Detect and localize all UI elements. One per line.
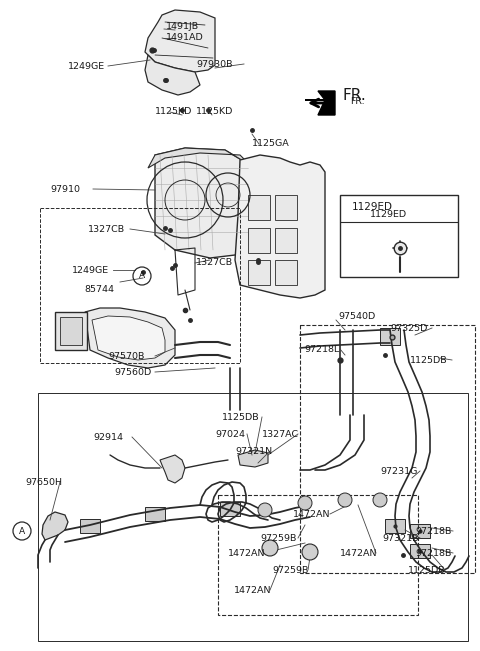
Text: 97910: 97910 (50, 185, 80, 194)
Polygon shape (410, 524, 430, 538)
Bar (38, 393, 468, 641)
Text: 97570B: 97570B (108, 352, 144, 361)
Text: 97321B: 97321B (382, 534, 419, 543)
Text: FR.: FR. (342, 88, 366, 103)
Text: 1327AC: 1327AC (262, 430, 299, 439)
Polygon shape (410, 544, 430, 558)
Bar (340, 195, 458, 277)
Text: 1125KD: 1125KD (196, 107, 233, 116)
Text: FR.: FR. (350, 97, 365, 106)
Text: 1472AN: 1472AN (293, 510, 331, 519)
Bar (300, 325, 475, 573)
Text: 97218B: 97218B (415, 549, 451, 558)
Polygon shape (238, 450, 268, 467)
Text: 97930B: 97930B (196, 60, 232, 69)
Text: A: A (139, 271, 145, 281)
Text: 85744: 85744 (84, 285, 114, 294)
Polygon shape (385, 519, 405, 533)
Polygon shape (145, 55, 200, 95)
Text: 1491AD: 1491AD (166, 33, 204, 42)
Polygon shape (92, 316, 165, 360)
Text: 1472AN: 1472AN (228, 549, 265, 558)
Circle shape (258, 503, 272, 517)
Circle shape (262, 540, 278, 556)
Polygon shape (145, 507, 165, 521)
Polygon shape (148, 148, 250, 168)
Polygon shape (42, 512, 68, 540)
Text: 1327CB: 1327CB (196, 258, 233, 267)
Polygon shape (155, 148, 250, 258)
Circle shape (338, 493, 352, 507)
Text: 1125DB: 1125DB (408, 566, 445, 575)
Bar (275, 195, 297, 220)
Text: 97540D: 97540D (338, 312, 375, 321)
Bar (40, 208, 240, 363)
Text: 1129ED: 1129ED (370, 210, 407, 219)
Circle shape (373, 493, 387, 507)
Text: 1491JB: 1491JB (166, 22, 199, 31)
Circle shape (298, 496, 312, 510)
Text: 97024: 97024 (215, 430, 245, 439)
Text: 1125DB: 1125DB (410, 356, 448, 365)
Text: A: A (19, 527, 25, 536)
Polygon shape (235, 155, 325, 298)
Circle shape (302, 544, 318, 560)
Text: 92914: 92914 (93, 433, 123, 442)
Text: 97560D: 97560D (114, 368, 151, 377)
Text: 1249GE: 1249GE (68, 62, 105, 71)
Text: 1327CB: 1327CB (88, 225, 125, 234)
Text: 1129ED: 1129ED (352, 202, 393, 212)
Text: 97218B: 97218B (415, 527, 451, 536)
Bar (248, 260, 270, 285)
Bar (275, 260, 297, 285)
Polygon shape (305, 91, 335, 115)
Polygon shape (85, 308, 175, 368)
Bar (218, 495, 418, 615)
Text: 1249GE: 1249GE (72, 266, 109, 275)
Text: 97650H: 97650H (25, 478, 62, 487)
Polygon shape (220, 502, 240, 516)
Polygon shape (80, 519, 100, 533)
Text: 97231G: 97231G (380, 467, 418, 476)
Text: 1125GA: 1125GA (252, 139, 290, 148)
Text: 1125KD: 1125KD (155, 107, 192, 116)
Text: 97259B: 97259B (272, 566, 308, 575)
Text: 1472AN: 1472AN (340, 549, 377, 558)
Text: 97259B: 97259B (260, 534, 296, 543)
Bar (60, 317, 82, 345)
Bar (248, 228, 270, 253)
Bar (275, 228, 297, 253)
Text: 1472AN: 1472AN (234, 586, 272, 595)
Text: 1125DB: 1125DB (222, 413, 260, 422)
Polygon shape (160, 455, 185, 483)
Polygon shape (380, 328, 400, 345)
Text: 97325D: 97325D (390, 324, 427, 333)
Bar (248, 195, 270, 220)
Text: 97218L: 97218L (304, 345, 339, 354)
Bar (55, 312, 87, 350)
Text: 97321N: 97321N (235, 447, 272, 456)
Polygon shape (145, 10, 215, 72)
